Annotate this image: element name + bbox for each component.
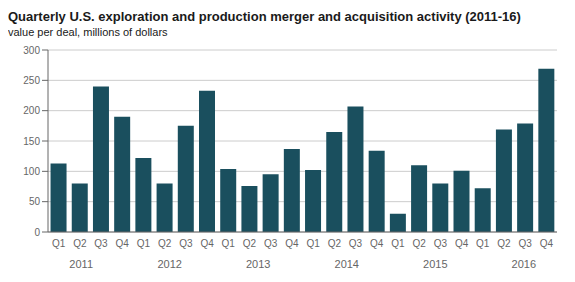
svg-text:Q2: Q2 [158, 238, 172, 249]
svg-text:Q4: Q4 [540, 238, 554, 249]
svg-text:Q2: Q2 [497, 238, 511, 249]
svg-text:Q3: Q3 [94, 238, 108, 249]
svg-text:Q1: Q1 [476, 238, 490, 249]
svg-text:Q1: Q1 [306, 238, 320, 249]
svg-text:Q1: Q1 [391, 238, 405, 249]
svg-text:250: 250 [23, 75, 40, 86]
svg-text:2012: 2012 [157, 258, 181, 270]
svg-text:Q4: Q4 [200, 238, 214, 249]
svg-text:Q3: Q3 [434, 238, 448, 249]
svg-text:2011: 2011 [69, 258, 93, 270]
svg-text:Q4: Q4 [285, 238, 299, 249]
svg-text:Q4: Q4 [370, 238, 384, 249]
svg-text:Q3: Q3 [519, 238, 533, 249]
svg-text:300: 300 [23, 45, 40, 56]
svg-text:Q3: Q3 [179, 238, 193, 249]
svg-text:Q3: Q3 [264, 238, 278, 249]
svg-text:100: 100 [23, 166, 40, 177]
svg-text:0: 0 [34, 227, 40, 238]
svg-text:Q1: Q1 [52, 238, 66, 249]
svg-text:150: 150 [23, 136, 40, 147]
svg-text:2014: 2014 [335, 258, 359, 270]
svg-text:Q2: Q2 [412, 238, 426, 249]
svg-text:Q3: Q3 [349, 238, 363, 249]
svg-text:200: 200 [23, 105, 40, 116]
svg-text:Q4: Q4 [116, 238, 130, 249]
svg-text:Q4: Q4 [455, 238, 469, 249]
svg-text:Q1: Q1 [137, 238, 151, 249]
svg-text:Q2: Q2 [328, 238, 342, 249]
svg-text:2016: 2016 [512, 258, 536, 270]
svg-text:Q1: Q1 [222, 238, 236, 249]
svg-text:2013: 2013 [246, 258, 270, 270]
svg-text:Q2: Q2 [73, 238, 87, 249]
svg-text:2015: 2015 [423, 258, 447, 270]
svg-text:Q2: Q2 [243, 238, 257, 249]
html-text:Quarterly U.S. exploration and: Quarterly U.S. exploration and productio… [8, 9, 521, 24]
svg-text:50: 50 [29, 196, 41, 207]
html-text:value per deal, millions of do: value per deal, millions of dollars [8, 26, 168, 38]
